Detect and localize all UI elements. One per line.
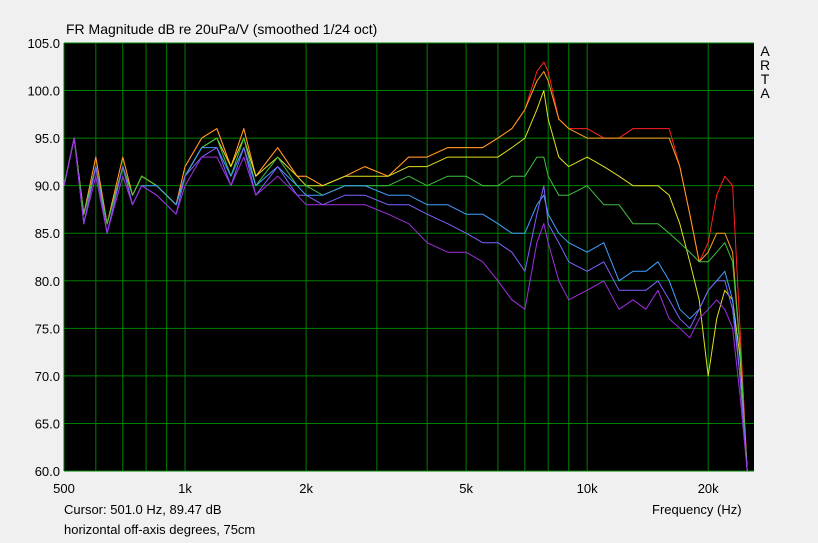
brand-letter: A: [760, 43, 770, 59]
y-tick-label: 90.0: [35, 179, 60, 194]
x-axis-label: Frequency (Hz): [652, 502, 742, 517]
cursor-readout: Cursor: 501.0 Hz, 89.47 dB: [64, 502, 222, 517]
x-tick-label: 500: [53, 481, 75, 496]
chart-title: FR Magnitude dB re 20uPa/V (smoothed 1/2…: [66, 21, 378, 37]
y-tick-label: 100.0: [27, 84, 60, 99]
x-tick-label: 10k: [577, 481, 598, 496]
y-tick-label: 95.0: [35, 131, 60, 146]
series-line: [63, 137, 748, 472]
plot-area[interactable]: [64, 43, 754, 471]
brand-letter: R: [759, 57, 771, 73]
y-tick-label: 80.0: [35, 274, 60, 289]
brand-letter: T: [760, 71, 770, 87]
tick-labels: 105.0 100.0 95.0 90.0 85.0 80.0 75.0 70.0 65.0 60…: [27, 36, 719, 496]
series-line: [63, 137, 748, 472]
x-tick-label: 5k: [459, 481, 473, 496]
y-tick-label: 105.0: [27, 36, 60, 51]
y-tick-label: 75.0: [35, 321, 60, 336]
series-group: [63, 61, 748, 472]
x-tick-label: 20k: [698, 481, 719, 496]
y-tick-label: 60.0: [35, 464, 60, 479]
y-tick-label: 65.0: [35, 416, 60, 431]
y-tick-label: 85.0: [35, 226, 60, 241]
y-tick-label: 70.0: [35, 369, 60, 384]
x-tick-label: 1k: [178, 481, 192, 496]
measurement-caption: horizontal off-axis degrees, 75cm: [64, 522, 256, 537]
x-tick-label: 2k: [299, 481, 313, 496]
brand-logo: A R T A: [758, 44, 772, 100]
brand-letter: A: [760, 85, 770, 101]
